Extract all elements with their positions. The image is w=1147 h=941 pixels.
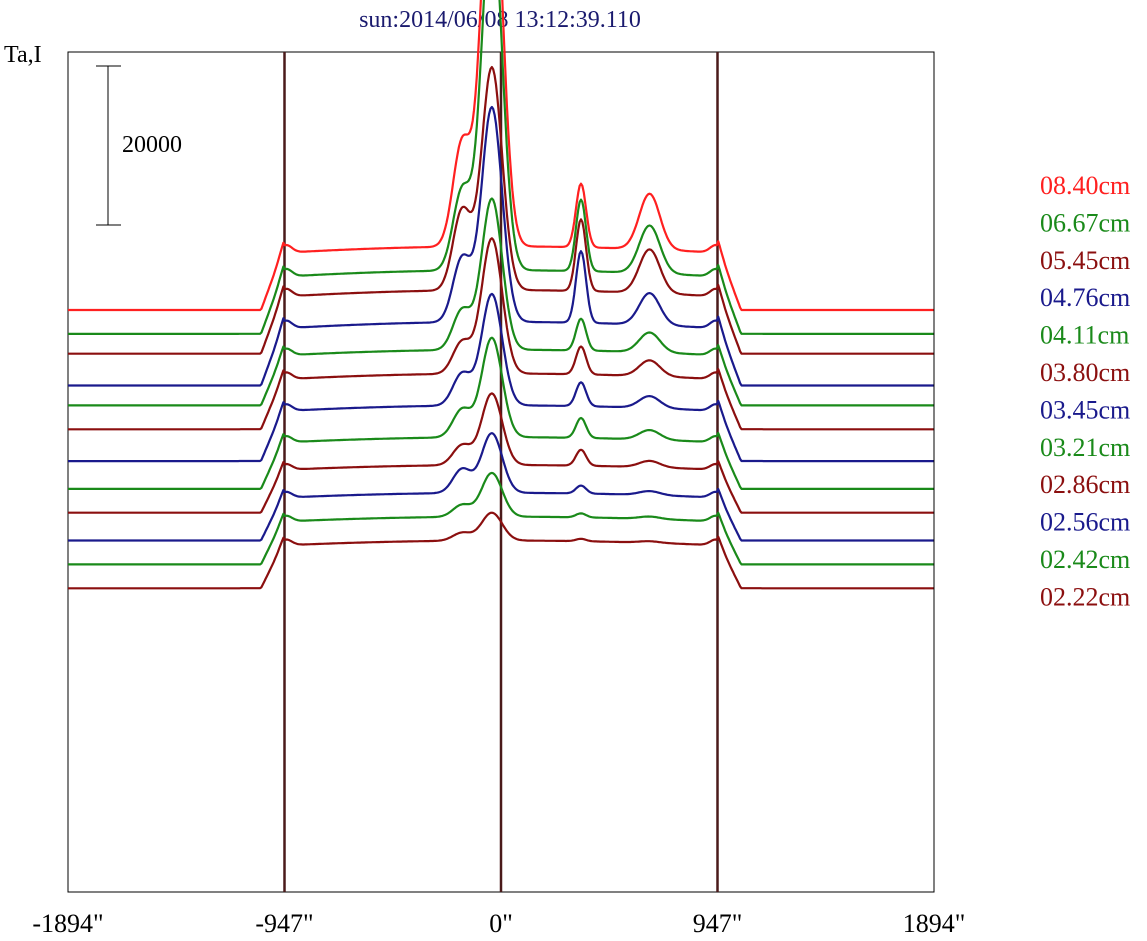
reference-lines [283, 52, 719, 892]
series-line-6 [68, 292, 934, 463]
series-line-3 [68, 105, 934, 387]
legend-entry: 04.76cm [1040, 283, 1130, 312]
series-line-5 [68, 237, 934, 431]
x-tick-label: 0" [489, 909, 513, 938]
legend-entry: 08.40cm [1040, 171, 1130, 200]
series-group [68, 0, 934, 590]
legend-entry: 02.22cm [1040, 582, 1130, 611]
legend-entry: 03.21cm [1040, 433, 1130, 462]
x-tick-label: 1894" [903, 909, 966, 938]
series-line-2 [68, 66, 934, 355]
legend: 08.40cm 06.67cm 05.45cm 04.76cm 04.11cm 03.80… [1040, 171, 1130, 611]
legend-entry: 02.56cm [1040, 508, 1130, 537]
x-tick-labels: -1894" -947" 0" 947" 1894" [32, 909, 965, 938]
legend-entry: 04.11cm [1040, 321, 1129, 350]
legend-entry: 02.42cm [1040, 545, 1130, 574]
x-tick-label: -1894" [32, 909, 103, 938]
scale-bar-label: 20000 [122, 132, 182, 158]
x-tick-label: -947" [255, 909, 313, 938]
x-tick-label: 947" [693, 909, 743, 938]
scale-bar: 20000 [96, 65, 182, 226]
series-line-11 [68, 511, 934, 590]
legend-entry: 06.67cm [1040, 208, 1130, 237]
legend-entry: 05.45cm [1040, 246, 1130, 275]
legend-entry: 02.86cm [1040, 470, 1130, 499]
series-line-7 [68, 336, 934, 490]
series-line-9 [68, 432, 934, 542]
series-line-1 [68, 0, 934, 335]
legend-entry: 03.80cm [1040, 358, 1130, 387]
series-line-10 [68, 471, 934, 566]
series-line-4 [68, 197, 934, 407]
y-axis-label: Ta,I [4, 42, 42, 68]
series-line-8 [68, 392, 934, 514]
series-line-0 [68, 0, 934, 312]
legend-entry: 03.45cm [1040, 395, 1130, 424]
